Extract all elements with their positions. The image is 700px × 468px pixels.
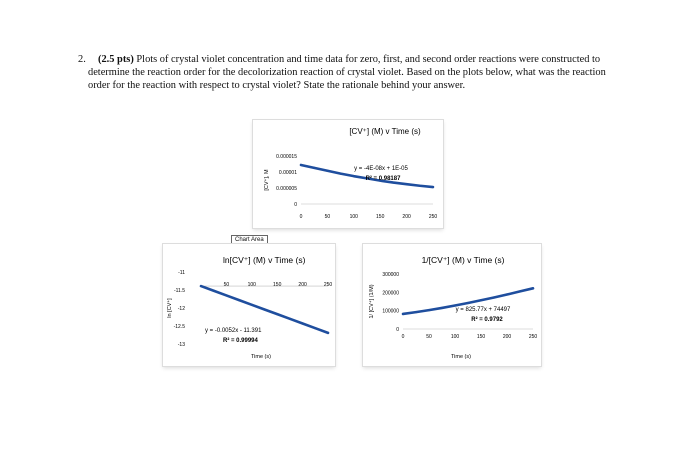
- x-axis-label: Time (s): [451, 354, 471, 360]
- x-tick-label: 100: [451, 334, 460, 340]
- x-tick-label: 100: [248, 282, 257, 288]
- data-point: [212, 289, 215, 292]
- data-point: [431, 185, 435, 189]
- question-block: 2. (2.5 pts) Plots of crystal violet con…: [78, 53, 608, 93]
- question-text: Plots of crystal violet concentration an…: [88, 54, 606, 92]
- y-tick-label: -13: [178, 342, 185, 348]
- y-tick-label: 0.00001: [279, 170, 297, 176]
- r-squared-label: R² = 0.99994: [223, 337, 259, 344]
- x-tick-label: 200: [402, 214, 411, 220]
- r-squared-label: R² = 0.98187: [366, 175, 402, 182]
- y-tick-label: 0.000005: [276, 186, 297, 192]
- data-point: [505, 293, 509, 296]
- data-point: [492, 296, 496, 299]
- data-point: [466, 301, 470, 305]
- data-point: [314, 327, 317, 330]
- data-point: [199, 284, 203, 288]
- y-tick-label: -11: [178, 270, 185, 276]
- x-tick-label: 0: [300, 214, 303, 220]
- data-point: [414, 311, 418, 314]
- first-order-chart-svg: ln[CV⁺] (M) v Time (s) 50 100 150 200 250 -11 -…: [166, 255, 333, 360]
- x-tick-label: 200: [298, 282, 307, 288]
- chart-title: [CV⁺] (M) v Time (s): [349, 127, 421, 136]
- x-tick-label: 200: [503, 334, 512, 340]
- data-point: [326, 169, 329, 172]
- data-point: [518, 290, 522, 293]
- data-point: [288, 317, 291, 320]
- data-point: [263, 308, 266, 311]
- data-point: [453, 304, 457, 307]
- y-tick-label: 100000: [382, 309, 399, 315]
- data-point: [352, 175, 355, 178]
- x-tick-label: 150: [273, 282, 282, 288]
- zero-order-chart-svg: [CV⁺] (M) v Time (s) 0 50 100 150 200 250 0 0.00…: [263, 127, 438, 240]
- first-order-chart[interactable]: ln[CV⁺] (M) v Time (s) 50 100 150 200 250 -11 -…: [163, 244, 335, 366]
- question-number: 2.: [78, 54, 86, 65]
- y-tick-label: -11.5: [174, 288, 185, 294]
- x-tick-label: 250: [324, 282, 333, 288]
- y-tick-label: -12.5: [174, 324, 186, 330]
- x-tick-label: 50: [224, 282, 230, 288]
- data-point: [405, 183, 408, 186]
- data-point: [238, 299, 241, 302]
- x-axis-label: Time (s): [251, 354, 271, 360]
- data-point: [418, 184, 421, 187]
- data-point: [440, 306, 444, 310]
- question-points: (2.5 pts): [98, 54, 134, 65]
- x-tick-label: 50: [325, 214, 331, 220]
- data-point: [531, 287, 535, 290]
- x-tick-label: 150: [376, 214, 385, 220]
- data-point: [276, 313, 279, 316]
- second-order-chart-svg: 1/[CV⁺] (M) v Time (s) 0 50 100 150 200 250 0 10…: [368, 255, 538, 360]
- data-point: [326, 331, 330, 334]
- chart-title: ln[CV⁺] (M) v Time (s): [223, 255, 306, 265]
- trendline-equation: y = -0.0052x - 11.391: [205, 328, 262, 334]
- data-point: [379, 179, 382, 182]
- y-tick-label: 200000: [382, 290, 399, 296]
- y-tick-label: 0: [294, 202, 297, 208]
- y-tick-label: 0.000015: [276, 154, 297, 160]
- data-point: [225, 294, 228, 297]
- y-tick-label: 300000: [382, 272, 399, 278]
- x-tick-label: 100: [350, 214, 359, 220]
- x-tick-label: 150: [477, 334, 486, 340]
- trendline-equation: y = 825.77x + 74497: [456, 307, 511, 313]
- r-squared-label: R² = 0.9792: [471, 316, 503, 323]
- data-point: [365, 177, 369, 180]
- y-tick-label: -12: [178, 306, 185, 312]
- x-tick-label: 0: [402, 334, 405, 340]
- zero-order-chart[interactable]: [CV⁺] (M) v Time (s) 0 50 100 150 200 250 0 0.00…: [253, 120, 443, 240]
- data-point: [301, 322, 304, 325]
- data-point: [392, 181, 395, 184]
- x-tick-label: 50: [426, 334, 432, 340]
- y-axis-label: [CV⁺], M: [263, 169, 270, 191]
- y-tick-label: 0: [396, 327, 399, 333]
- data-point: [339, 172, 342, 175]
- x-tick-label: 250: [429, 214, 438, 220]
- y-axis-label: ln [CV⁺]: [166, 298, 173, 318]
- x-tick-label: 250: [529, 334, 538, 340]
- second-order-chart[interactable]: 1/[CV⁺] (M) v Time (s) 0 50 100 150 200 250 0 10…: [363, 244, 541, 366]
- data-point: [479, 299, 483, 302]
- data-point: [313, 166, 316, 169]
- chart-title: 1/[CV⁺] (M) v Time (s): [422, 255, 505, 265]
- data-point: [427, 309, 431, 312]
- data-point: [250, 303, 253, 306]
- data-point: [299, 163, 303, 167]
- y-axis-label: 1/ [CV⁺] (1/M): [368, 284, 375, 318]
- data-point: [401, 312, 405, 316]
- trendline-equation: y = -4E-08x + 1E-05: [354, 166, 408, 172]
